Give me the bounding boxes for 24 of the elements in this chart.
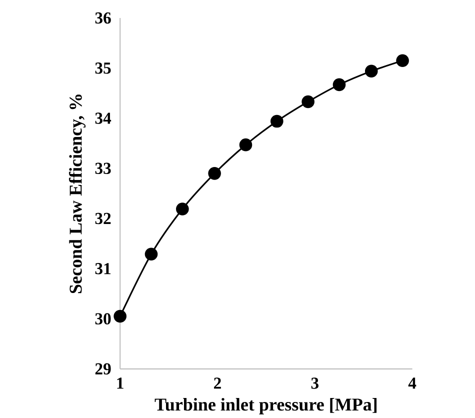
y-tick-label: 33	[95, 162, 111, 174]
x-tick-label: 3	[311, 377, 318, 389]
y-tick-label: 29	[95, 363, 111, 374]
point	[332, 78, 346, 91]
y-tick-label: 34	[95, 112, 112, 124]
point	[176, 202, 189, 216]
y-tick-label: 35	[95, 62, 111, 74]
point	[302, 95, 314, 108]
y-axis-title: Second Law Efficiency, %	[68, 94, 86, 293]
point	[396, 54, 409, 67]
point	[239, 138, 252, 152]
y-tick-label: 31	[95, 262, 110, 274]
y-tick-label: 36	[95, 12, 111, 24]
x-tick-label: 4	[408, 377, 416, 388]
point	[114, 310, 126, 323]
x-tick-label: 2	[214, 377, 221, 389]
point	[144, 248, 158, 260]
x-axis-title: Turbine inlet pressure [MPa]	[154, 398, 377, 414]
y-tick-label: 32	[95, 212, 111, 224]
point	[270, 114, 284, 128]
point	[364, 64, 378, 78]
y-tick-label: 30	[95, 313, 111, 324]
point	[208, 166, 221, 180]
x-tick-label: 1	[117, 377, 124, 388]
